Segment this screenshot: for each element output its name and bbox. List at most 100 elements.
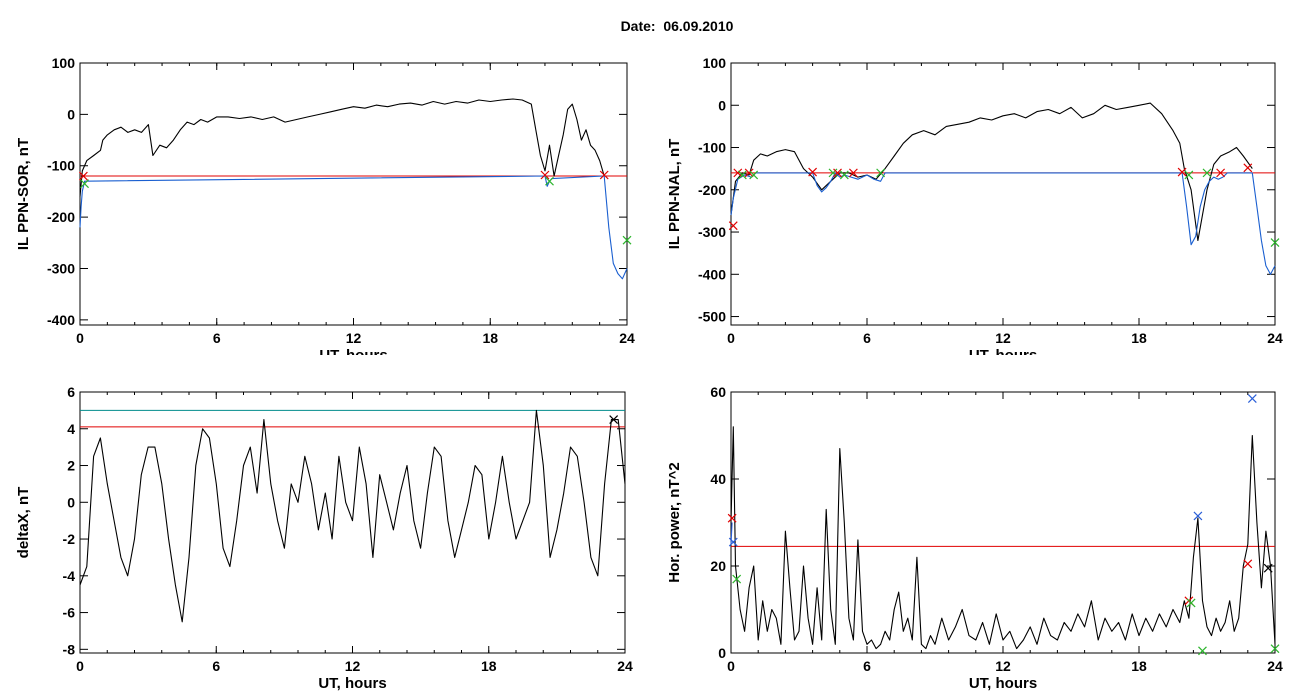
point-marker [540,170,550,180]
point-marker [1243,163,1253,173]
x-tick-label: 18 [1131,330,1147,346]
marker-stroke [78,171,88,181]
y-tick-label: -100 [698,140,726,156]
y-tick-label: -300 [47,260,75,276]
marker-stroke [728,221,738,231]
marker-stroke [744,168,754,178]
marker-stroke [727,513,737,523]
y-tick-label: -4 [63,568,76,584]
point-marker [876,168,886,178]
y-tick-label: 4 [67,421,75,437]
chart-sor: 0 6 12 18 24 100 0 -100 -200 -300 -400 UT, hours IL … [15,55,635,355]
y-tick-label: -200 [47,209,75,225]
x-tick-label: 24 [1267,658,1283,674]
y-tick-label: 20 [710,558,726,574]
y-tick-label: -100 [47,158,75,174]
point-marker [1247,394,1257,403]
series-line [730,172,1276,275]
x-tick-label: 18 [1131,658,1147,674]
marker-stroke [749,170,759,180]
point-marker [622,235,632,245]
marker-stroke [1198,646,1207,656]
point-marker [749,170,759,180]
marker-stroke [1184,170,1194,180]
date-title: Date: 06.09.2010 [620,18,734,34]
x-axis-label: UT, hours [969,347,1037,355]
series-line [79,98,605,197]
y-tick-label: -6 [63,605,76,621]
x-tick-label: 0 [76,330,84,346]
y-axis-label: Hor. power, nT^2 [666,462,683,582]
marker-stroke [1216,168,1226,178]
point-marker [1184,170,1194,180]
point-marker [1202,168,1212,178]
x-tick-label: 24 [1267,330,1283,346]
marker-stroke [1243,163,1253,173]
x-tick-label: 18 [482,330,498,346]
point-marker [728,537,738,547]
marker-stroke [1193,511,1203,521]
x-tick-label: 12 [995,658,1011,674]
y-tick-label: 40 [710,471,726,487]
x-tick-label: 6 [863,658,871,674]
point-marker [545,176,554,186]
marker-stroke [839,170,849,180]
marker-stroke [80,179,89,189]
y-tick-label: -2 [63,531,76,547]
point-marker [732,574,742,584]
point-marker [728,221,738,231]
y-tick-label: -300 [698,224,726,240]
marker-stroke [808,167,818,177]
point-marker [78,171,88,181]
point-marker [1198,646,1207,656]
y-axis-label: deltaX, nT [15,487,32,559]
point-marker [599,170,609,180]
point-marker [1263,563,1273,573]
y-tick-label: 100 [703,55,727,71]
point-marker [1243,559,1253,569]
y-tick-label: -200 [698,182,726,198]
marker-stroke [833,168,842,178]
plot-frame [730,391,1276,654]
marker-stroke [1243,559,1253,569]
y-tick-label: 0 [718,645,726,661]
marker-stroke [1202,168,1212,178]
marker-stroke [540,170,550,180]
point-marker [848,168,858,178]
x-tick-label: 24 [617,658,633,674]
y-tick-label: 6 [67,384,75,400]
point-marker [1270,238,1280,248]
marker-stroke [599,170,609,180]
x-axis-label: UT, hours [319,347,387,355]
marker-stroke [728,537,738,547]
series-line [79,409,626,623]
point-marker [808,167,818,177]
x-tick-label: 24 [619,330,635,346]
marker-stroke [545,176,554,186]
y-tick-label: 0 [67,106,75,122]
point-marker [737,170,747,180]
y-tick-label: -400 [47,312,75,328]
x-tick-label: 12 [346,330,362,346]
x-tick-label: 12 [345,658,361,674]
x-tick-label: 6 [863,330,871,346]
point-marker [733,168,743,178]
y-axis-label: IL PPN-SOR, nT [15,138,32,250]
y-tick-label: 100 [52,55,76,71]
y-tick-label: 0 [718,97,726,113]
x-tick-label: 6 [212,658,220,674]
y-tick-label: 2 [67,458,75,474]
point-marker [1216,168,1226,178]
marker-stroke [733,168,743,178]
y-tick-label: -400 [698,266,726,282]
marker-stroke [609,415,619,424]
marker-stroke [848,168,858,178]
x-tick-label: 0 [76,658,84,674]
chart-nal: 0 6 12 18 24 100 0 -100 -200 -300 -400 -500 UT, hour… [666,55,1283,355]
point-marker [80,179,89,189]
point-marker [1186,598,1196,608]
point-marker [839,170,849,180]
x-axis-label: UT, hours [969,675,1037,692]
marker-stroke [737,170,747,180]
